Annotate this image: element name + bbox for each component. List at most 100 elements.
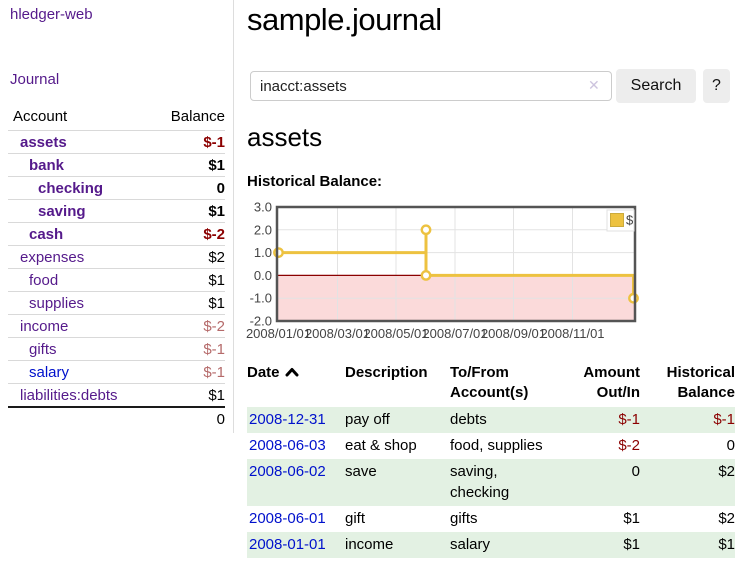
account-link[interactable]: food <box>29 272 59 289</box>
balance-column-header: Historical Balance <box>666 364 735 401</box>
account-balance: $-1 <box>203 341 225 358</box>
description-column-header: Description <box>345 364 428 381</box>
chart-title: Historical Balance: <box>247 173 383 190</box>
data-point-marker <box>628 292 639 304</box>
account-link[interactable]: gifts <box>29 341 57 358</box>
transaction-amount: 0 <box>631 463 640 480</box>
account-link[interactable]: cash <box>29 226 64 243</box>
svg-text:2008/07/01: 2008/07/01 <box>422 326 487 341</box>
svg-text:2008/05/01: 2008/05/01 <box>363 326 428 341</box>
account-row-liabilities-debts: liabilities:debts $1 <box>8 383 225 406</box>
chart-legend: $ <box>606 209 635 232</box>
account-row-cash: cash $-2 <box>8 222 225 245</box>
data-point-marker <box>273 247 284 258</box>
x-axis-labels: 2008/01/01 2008/03/01 2008/05/01 2008/07… <box>246 326 605 341</box>
data-point-marker <box>420 270 432 281</box>
account-link[interactable]: bank <box>29 157 65 174</box>
register-header-row: Date Description To/From Account(s) Amou… <box>247 360 735 407</box>
date-column-header[interactable]: Date <box>247 360 345 407</box>
legend-label: $ <box>626 213 634 228</box>
account-row-salary: salary $-1 <box>8 360 225 383</box>
svg-text:1.0: 1.0 <box>254 245 272 260</box>
account-balance: $-1 <box>203 364 225 381</box>
account-row-bank: bank $1 <box>8 153 225 176</box>
clear-search-icon[interactable]: ✕ <box>588 77 600 93</box>
account-table-header: Account Balance <box>8 104 225 130</box>
transaction-date-link[interactable]: 2008-06-01 <box>249 510 326 527</box>
transaction-accounts: salary <box>450 536 491 553</box>
transaction-accounts: debts <box>450 411 487 428</box>
account-row-expenses: expenses $2 <box>8 245 225 268</box>
account-link[interactable]: supplies <box>29 295 85 312</box>
transaction-balance: $2 <box>718 463 735 480</box>
transaction-description: eat & shop <box>345 437 417 454</box>
transaction-date-link[interactable]: 2008-12-31 <box>249 411 326 428</box>
account-column-header: Account <box>13 108 68 125</box>
transaction-row: 2008-01-01 income salary $1 $1 <box>247 532 735 558</box>
transaction-amount: $1 <box>623 536 640 553</box>
y-axis-labels: 3.0 2.0 1.0 0.0 -1.0 -2.0 <box>250 200 272 329</box>
account-balance: $-1 <box>203 134 225 151</box>
account-link[interactable]: assets <box>20 134 67 151</box>
svg-text:2008/01/01: 2008/01/01 <box>246 326 311 341</box>
transaction-row: 2008-06-03 eat & shop food, supplies $-2… <box>247 433 735 459</box>
transaction-amount: $-1 <box>618 411 640 428</box>
legend-swatch <box>610 213 624 227</box>
account-balance: $1 <box>208 157 225 174</box>
svg-text:2008/11/01: 2008/11/01 <box>540 326 604 341</box>
account-balance: $2 <box>208 249 225 266</box>
account-heading: assets <box>247 122 323 152</box>
account-balance: $1 <box>208 387 225 404</box>
amount-column-header: Amount Out/In <box>583 364 640 401</box>
transaction-amount: $-2 <box>618 437 640 454</box>
register-table: Date Description To/From Account(s) Amou… <box>247 360 735 558</box>
plot-border <box>275 205 637 323</box>
account-balance: $1 <box>208 203 225 220</box>
account-link[interactable]: checking <box>38 180 104 197</box>
search-button[interactable]: Search <box>616 69 696 103</box>
chart-svg: $ 3.0 2.0 1.0 0.0 -1.0 -2.0 2008/01/01 2… <box>246 200 639 341</box>
transaction-row: 2008-06-01 gift gifts $1 $2 <box>247 506 735 532</box>
transaction-description: pay off <box>345 411 390 428</box>
transaction-description: gift <box>345 510 366 527</box>
account-link[interactable]: salary <box>29 364 70 381</box>
transaction-date-link[interactable]: 2008-06-03 <box>249 437 326 454</box>
transaction-date-link[interactable]: 2008-06-02 <box>249 463 326 480</box>
svg-text:2.0: 2.0 <box>254 222 272 237</box>
svg-text:2008/09/01: 2008/09/01 <box>481 326 546 341</box>
svg-text:-1.0: -1.0 <box>250 291 272 306</box>
account-row-saving: saving $1 <box>8 199 225 222</box>
accounts-column-header: To/From Account(s) <box>450 364 529 401</box>
data-point-marker <box>420 224 432 236</box>
account-row-supplies: supplies $1 <box>8 291 225 314</box>
transaction-balance: $1 <box>718 536 735 553</box>
account-row-checking: checking 0 <box>8 176 225 199</box>
historical-balance-chart: $ 3.0 2.0 1.0 0.0 -1.0 -2.0 2008/01/01 2… <box>240 199 742 349</box>
sidebar-item-journal[interactable]: Journal <box>10 71 60 88</box>
transaction-date-link[interactable]: 2008-01-01 <box>249 536 326 553</box>
page-title: sample.journal <box>247 2 442 37</box>
svg-text:2008/03/01: 2008/03/01 <box>305 326 370 341</box>
date-header-label: Date <box>247 364 280 381</box>
accounts-total-value: 0 <box>216 411 225 428</box>
transaction-balance: 0 <box>726 437 735 454</box>
account-balance-table: Account Balance assets $-1 bank $1 check… <box>8 104 225 430</box>
account-link[interactable]: income <box>20 318 69 335</box>
transaction-accounts: gifts <box>450 510 478 527</box>
account-link[interactable]: expenses <box>20 249 85 266</box>
account-link[interactable]: saving <box>38 203 86 220</box>
sort-ascending-icon <box>285 363 299 383</box>
help-button[interactable]: ? <box>703 69 730 103</box>
transaction-accounts: saving, checking <box>450 463 510 501</box>
account-balance: $-2 <box>203 318 225 335</box>
account-balance: $1 <box>208 272 225 289</box>
account-link[interactable]: liabilities:debts <box>20 387 118 404</box>
accounts-total-row: 0 <box>8 406 225 430</box>
search-input[interactable] <box>250 71 612 101</box>
account-balance: 0 <box>216 180 225 197</box>
balance-column-header: Balance <box>170 108 225 125</box>
account-row-assets: assets $-1 <box>8 130 225 153</box>
transaction-row: 2008-12-31 pay off debts $-1 $-1 <box>247 407 735 433</box>
brand-link[interactable]: hledger-web <box>10 6 93 23</box>
chart-grid <box>277 207 635 321</box>
